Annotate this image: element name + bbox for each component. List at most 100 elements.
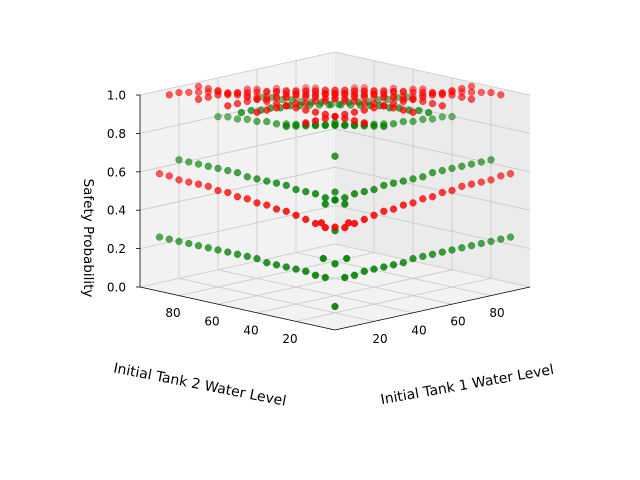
red-point <box>380 207 388 215</box>
green-point <box>319 254 327 263</box>
red-point <box>350 97 359 105</box>
red-point <box>487 176 495 184</box>
red-point <box>380 102 388 110</box>
red-point <box>448 91 456 99</box>
red-point <box>467 82 476 91</box>
green-point <box>409 175 417 183</box>
red-point <box>165 91 173 99</box>
red-point <box>292 90 300 99</box>
green-point <box>311 271 320 279</box>
green-point <box>243 173 251 181</box>
red-point <box>272 93 281 101</box>
y-tick-label: 80 <box>165 306 180 320</box>
red-point <box>282 93 290 101</box>
green-point <box>282 181 290 190</box>
red-point <box>224 102 232 110</box>
red-point <box>438 89 446 97</box>
x-tick-label: 20 <box>372 332 387 346</box>
red-point <box>253 95 261 103</box>
green-point <box>438 113 446 121</box>
red-point <box>253 108 261 116</box>
red-point <box>380 93 388 101</box>
green-point <box>272 120 281 128</box>
x-tick-label: 60 <box>450 315 465 329</box>
red-point <box>204 182 212 191</box>
red-point <box>311 108 320 116</box>
green-point <box>399 117 407 126</box>
z-gridline <box>139 51 336 96</box>
red-point <box>233 193 242 201</box>
red-point <box>370 90 378 99</box>
green-point <box>331 196 339 204</box>
red-point <box>370 211 378 219</box>
z-tick-label: 0.6 <box>107 165 126 179</box>
z-gridline <box>334 51 531 96</box>
z-gridline <box>334 128 531 173</box>
red-point <box>292 104 300 112</box>
z-gridline <box>139 205 336 249</box>
red-point <box>467 95 476 103</box>
red-point <box>175 176 183 184</box>
red-point <box>224 188 232 197</box>
green-point <box>360 187 368 196</box>
green-point <box>272 179 281 187</box>
green-point <box>331 121 339 129</box>
z-tick-label: 0.0 <box>107 281 126 295</box>
red-point <box>185 88 193 97</box>
green-point <box>477 158 485 166</box>
green-point <box>263 177 271 185</box>
red-point <box>263 97 271 106</box>
green-point <box>321 200 329 208</box>
green-point <box>253 254 261 263</box>
green-point <box>263 117 271 126</box>
green-point <box>302 187 310 196</box>
red-point <box>506 170 515 178</box>
red-point <box>409 108 417 116</box>
green-point <box>448 246 456 254</box>
red-point <box>253 199 261 207</box>
green-point <box>311 190 320 198</box>
x-gridline <box>217 269 414 314</box>
green-point <box>194 242 203 250</box>
x-tick-label: 80 <box>489 306 504 320</box>
red-point <box>344 219 353 227</box>
green-point <box>350 271 359 279</box>
red-point <box>302 99 310 108</box>
red-point <box>317 219 326 227</box>
green-point <box>204 244 212 252</box>
red-point <box>477 178 485 186</box>
green-point <box>370 265 378 273</box>
x-axis-line <box>334 286 531 331</box>
red-point <box>360 106 368 114</box>
green-point <box>214 164 222 173</box>
green-point <box>448 113 456 121</box>
z-gridline <box>334 205 531 249</box>
green-point <box>175 237 183 246</box>
red-point <box>360 90 368 98</box>
green-point <box>497 235 505 243</box>
red-point <box>341 114 349 123</box>
axis-lines <box>139 95 531 331</box>
red-point <box>233 99 242 108</box>
green-point <box>331 302 339 311</box>
red-point <box>282 102 290 110</box>
x-gridline <box>178 278 375 322</box>
red-point <box>350 117 359 125</box>
green-point <box>389 261 398 269</box>
red-point <box>399 88 407 96</box>
y-axis-label: Initial Tank 2 Water Level <box>112 360 287 409</box>
green-point <box>409 254 417 263</box>
red-point <box>477 88 485 97</box>
green-point <box>458 244 466 252</box>
red-point <box>448 186 456 195</box>
green-point <box>341 194 349 202</box>
green-point <box>487 237 495 246</box>
x-gridline <box>295 252 492 296</box>
red-point <box>399 201 407 209</box>
red-point <box>243 97 251 106</box>
green-point <box>350 190 359 198</box>
red-point <box>458 93 466 101</box>
red-point <box>360 215 368 224</box>
z-gridline <box>139 166 336 211</box>
